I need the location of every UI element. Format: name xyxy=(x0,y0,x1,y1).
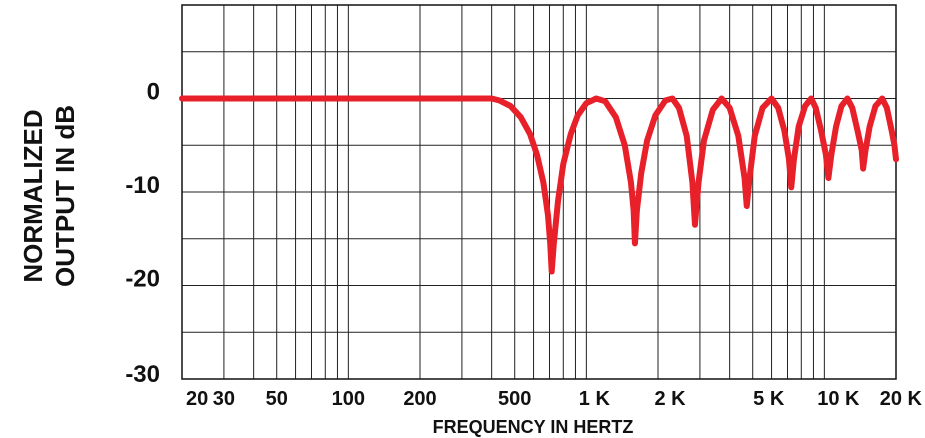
x-tick-label: 20 xyxy=(186,388,208,410)
x-tick-label: 200 xyxy=(403,388,436,410)
x-tick-label: 1 K xyxy=(579,388,611,410)
x-tick-label: 500 xyxy=(498,388,531,410)
response-curve xyxy=(179,95,899,275)
y-axis-label: NORMALIZED OUTPUT IN dB xyxy=(18,105,80,287)
x-tick-label: 50 xyxy=(266,388,288,410)
y-axis-label-line-2: OUTPUT IN dB xyxy=(50,105,80,287)
x-axis-label: FREQUENCY IN HERTZ xyxy=(433,417,634,437)
x-tick-labels: 20 30 50 100 200 500 1 K 2 K 5 K 10 K 20 K xyxy=(186,388,923,410)
y-axis-label-line-1: NORMALIZED xyxy=(18,109,48,282)
x-tick-label: 10 K xyxy=(817,388,860,410)
plot-frame xyxy=(181,4,897,380)
y-tick-label: 0 xyxy=(147,79,160,106)
x-tick-label: 100 xyxy=(332,388,365,410)
x-tick-label: 2 K xyxy=(654,388,686,410)
y-tick-label: -20 xyxy=(125,266,160,293)
y-tick-labels: 0 -10 -20 -30 xyxy=(125,79,160,389)
y-tick-label: -30 xyxy=(125,361,160,388)
x-tick-label: 30 xyxy=(213,388,235,410)
grid xyxy=(181,4,897,380)
x-tick-label: 20 K xyxy=(880,388,923,410)
y-tick-label: -10 xyxy=(125,172,160,199)
x-tick-label: 5 K xyxy=(753,388,785,410)
